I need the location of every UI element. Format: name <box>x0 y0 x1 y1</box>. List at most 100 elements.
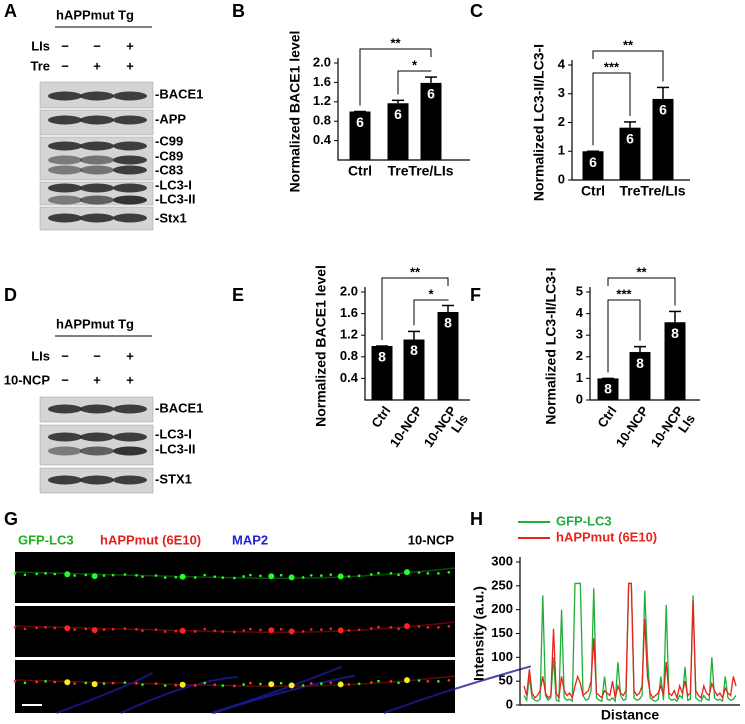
puncta <box>426 680 430 683</box>
puncta <box>35 680 38 684</box>
puncta <box>279 627 283 631</box>
panel-label: D <box>4 285 17 305</box>
blot-band <box>113 155 147 165</box>
x-tick-label: Tre/LIs <box>408 163 453 179</box>
puncta <box>13 626 17 629</box>
puncta <box>23 573 27 577</box>
y-tick-label: 1.6 <box>313 74 331 89</box>
puncta <box>347 629 351 632</box>
blot-band <box>113 115 147 125</box>
puncta <box>309 682 313 685</box>
significance-bracket <box>592 50 664 82</box>
puncta <box>102 682 106 685</box>
blot-band <box>113 213 147 223</box>
significance-bracket <box>607 299 641 373</box>
puncta <box>91 573 98 580</box>
puncta <box>259 574 262 578</box>
puncta <box>44 572 47 575</box>
puncta <box>135 682 138 685</box>
puncta <box>233 684 236 688</box>
puncta <box>123 681 127 684</box>
blot-band <box>48 115 82 125</box>
blot-band <box>80 213 114 223</box>
puncta <box>84 627 88 631</box>
band-label: -STX1 <box>155 471 192 486</box>
puncta <box>154 682 158 685</box>
significance-bracket <box>592 72 631 146</box>
panel-label: A <box>4 1 17 21</box>
bar <box>371 346 393 400</box>
legend-label: GFP-LC3 <box>556 513 612 528</box>
puncta <box>329 573 333 576</box>
puncta <box>397 627 400 631</box>
puncta <box>174 683 178 687</box>
puncta <box>347 575 351 578</box>
puncta <box>249 681 252 685</box>
y-tick-label: 1 <box>576 370 583 385</box>
puncta <box>268 627 275 634</box>
y-tick-label: 200 <box>491 601 513 616</box>
panel-label: F <box>470 285 481 305</box>
blot-band <box>48 183 82 193</box>
puncta <box>64 679 71 686</box>
puncta <box>44 680 47 683</box>
bar <box>582 151 604 180</box>
band-label: -LC3-II <box>155 441 195 456</box>
puncta <box>320 682 323 685</box>
puncta <box>221 630 225 633</box>
puncta <box>389 571 393 575</box>
blot-band <box>113 404 147 414</box>
blot-band <box>80 141 114 151</box>
puncta <box>35 626 38 630</box>
blot-header: hAPPmut Tg <box>56 316 134 331</box>
puncta <box>174 575 178 579</box>
puncta <box>417 571 421 574</box>
puncta <box>268 681 275 688</box>
condition-sign: + <box>93 58 101 73</box>
axes <box>571 60 690 181</box>
puncta <box>135 628 138 631</box>
puncta <box>203 627 206 631</box>
puncta <box>111 627 115 631</box>
puncta <box>288 682 295 689</box>
x-axis-label: Distance <box>601 707 660 723</box>
blot-band <box>80 91 114 101</box>
n-label: 8 <box>378 349 386 365</box>
puncta <box>377 679 380 683</box>
significance-bracket <box>359 48 432 106</box>
blot-band <box>48 165 82 175</box>
blot-band <box>113 165 147 175</box>
puncta <box>259 628 262 632</box>
condition-sign: − <box>93 348 101 363</box>
puncta <box>279 681 283 685</box>
puncta <box>357 628 361 632</box>
y-tick-label: 300 <box>491 553 513 568</box>
puncta <box>417 625 421 628</box>
puncta <box>163 684 167 687</box>
y-tick-label: 100 <box>491 649 513 664</box>
n-label: 6 <box>589 154 597 170</box>
puncta <box>203 681 206 685</box>
puncta <box>397 573 400 577</box>
puncta <box>102 574 106 577</box>
puncta <box>377 571 380 575</box>
dendrite <box>213 674 356 714</box>
puncta <box>193 630 197 633</box>
puncta <box>370 573 373 576</box>
bar <box>387 103 409 160</box>
puncta <box>213 683 217 686</box>
y-tick-label: 1.2 <box>340 327 358 342</box>
n-label: 6 <box>659 102 667 118</box>
puncta <box>329 627 333 630</box>
puncta <box>64 571 71 578</box>
y-tick-label: 150 <box>491 625 513 640</box>
puncta <box>193 684 197 687</box>
significance-bracket <box>381 277 449 340</box>
condition-sign: + <box>126 348 134 363</box>
puncta <box>35 572 38 576</box>
band-label: -LC3-I <box>155 177 192 192</box>
band-label: -LC3-I <box>155 426 192 441</box>
significance-label: ** <box>623 37 634 52</box>
dendrite <box>120 675 238 714</box>
y-tick-label: 2 <box>558 114 565 129</box>
